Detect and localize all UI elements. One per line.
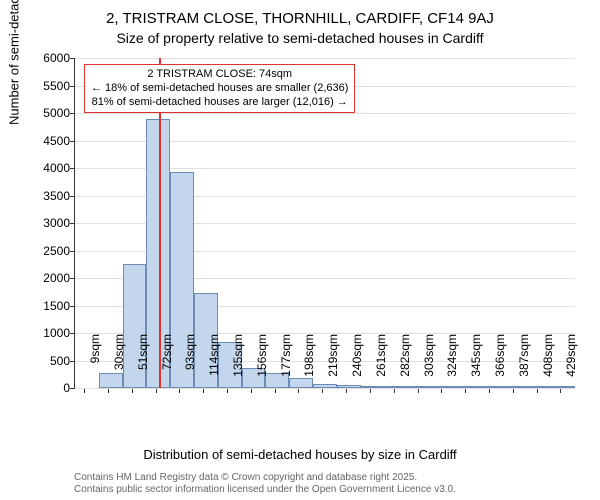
y-tick-label: 2500 xyxy=(20,244,70,258)
x-tick-label: 429sqm xyxy=(564,334,578,394)
x-tick-mark xyxy=(370,389,371,393)
x-tick-label: 387sqm xyxy=(517,334,531,394)
y-tick-label: 500 xyxy=(20,354,70,368)
y-tick-mark xyxy=(70,141,74,142)
x-tick-mark xyxy=(537,389,538,393)
x-tick-label: 135sqm xyxy=(231,334,245,394)
chart-title-main: 2, TRISTRAM CLOSE, THORNHILL, CARDIFF, C… xyxy=(0,10,600,27)
x-tick-label: 72sqm xyxy=(160,334,174,394)
x-tick-label: 408sqm xyxy=(541,334,555,394)
x-tick-label: 282sqm xyxy=(398,334,412,394)
marker-value-label: 2 TRISTRAM CLOSE: 74sqm xyxy=(91,68,348,82)
y-tick-label: 1500 xyxy=(20,299,70,313)
y-tick-label: 4000 xyxy=(20,161,70,175)
x-tick-mark xyxy=(108,389,109,393)
footer-line-2: Contains public sector information licen… xyxy=(74,484,574,496)
x-tick-label: 261sqm xyxy=(374,334,388,394)
y-tick-mark xyxy=(70,361,74,362)
y-tick-mark xyxy=(70,278,74,279)
y-tick-mark xyxy=(70,223,74,224)
x-tick-label: 219sqm xyxy=(326,334,340,394)
y-tick-label: 3500 xyxy=(20,189,70,203)
y-tick-label: 1000 xyxy=(20,326,70,340)
y-tick-mark xyxy=(70,306,74,307)
x-tick-mark xyxy=(179,389,180,393)
marker-smaller-label: ← 18% of semi-detached houses are smalle… xyxy=(91,82,348,96)
x-tick-label: 198sqm xyxy=(302,334,316,394)
x-tick-mark xyxy=(251,389,252,393)
x-tick-mark xyxy=(394,389,395,393)
x-tick-mark xyxy=(227,389,228,393)
y-tick-label: 4500 xyxy=(20,134,70,148)
y-tick-mark xyxy=(70,86,74,87)
x-tick-label: 303sqm xyxy=(422,334,436,394)
x-tick-mark xyxy=(84,389,85,393)
y-tick-label: 6000 xyxy=(20,51,70,65)
x-tick-mark xyxy=(322,389,323,393)
x-axis-label: Distribution of semi-detached houses by … xyxy=(0,447,600,462)
x-tick-label: 177sqm xyxy=(279,334,293,394)
x-tick-mark xyxy=(418,389,419,393)
x-tick-label: 156sqm xyxy=(255,334,269,394)
x-tick-label: 93sqm xyxy=(183,334,197,394)
y-tick-label: 3000 xyxy=(20,216,70,230)
y-tick-label: 5500 xyxy=(20,79,70,93)
footer-line-1: Contains HM Land Registry data © Crown c… xyxy=(74,472,574,484)
x-tick-mark xyxy=(465,389,466,393)
x-tick-mark xyxy=(298,389,299,393)
x-tick-mark xyxy=(275,389,276,393)
marker-annotation-box: 2 TRISTRAM CLOSE: 74sqm ← 18% of semi-de… xyxy=(84,64,355,113)
x-tick-label: 114sqm xyxy=(207,334,221,394)
footer-attribution: Contains HM Land Registry data © Crown c… xyxy=(74,472,574,496)
x-tick-mark xyxy=(156,389,157,393)
y-tick-mark xyxy=(70,168,74,169)
x-tick-label: 240sqm xyxy=(350,334,364,394)
x-tick-label: 9sqm xyxy=(88,334,102,394)
x-tick-mark xyxy=(203,389,204,393)
x-tick-label: 366sqm xyxy=(493,334,507,394)
y-tick-mark xyxy=(70,196,74,197)
chart-title-sub: Size of property relative to semi-detach… xyxy=(0,30,600,46)
marker-larger-label: 81% of semi-detached houses are larger (… xyxy=(91,96,348,110)
x-tick-label: 324sqm xyxy=(445,334,459,394)
x-tick-label: 345sqm xyxy=(469,334,483,394)
y-tick-label: 2000 xyxy=(20,271,70,285)
x-tick-label: 51sqm xyxy=(136,334,150,394)
x-tick-mark xyxy=(560,389,561,393)
y-gridline xyxy=(75,58,575,59)
y-tick-mark xyxy=(70,333,74,334)
y-tick-label: 0 xyxy=(20,381,70,395)
x-tick-mark xyxy=(513,389,514,393)
x-tick-mark xyxy=(489,389,490,393)
x-tick-mark xyxy=(132,389,133,393)
x-tick-mark xyxy=(346,389,347,393)
y-tick-mark xyxy=(70,251,74,252)
y-tick-mark xyxy=(70,113,74,114)
y-tick-label: 5000 xyxy=(20,106,70,120)
y-tick-mark xyxy=(70,388,74,389)
x-tick-label: 30sqm xyxy=(112,334,126,394)
x-tick-mark xyxy=(441,389,442,393)
y-tick-mark xyxy=(70,58,74,59)
